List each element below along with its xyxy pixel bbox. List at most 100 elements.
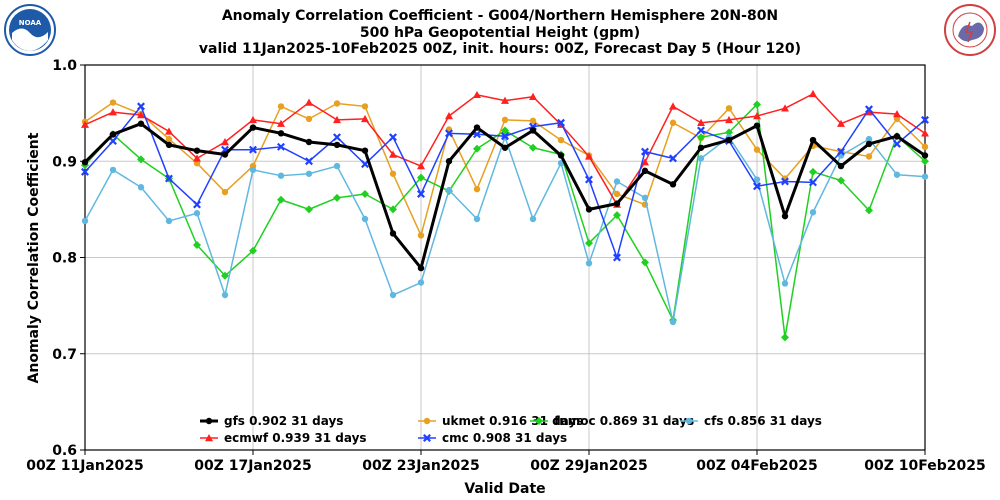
ukmet-point <box>333 100 341 107</box>
cfs-point <box>893 171 901 178</box>
cmc-point <box>557 118 565 127</box>
cfs-point <box>333 162 341 170</box>
gfs-point <box>221 151 229 158</box>
gfs-point <box>753 122 761 129</box>
ukmet-point <box>361 103 369 110</box>
cmc-point <box>613 253 621 262</box>
ukmet-point <box>193 159 201 167</box>
cfs-point <box>417 279 425 286</box>
ecmwf-point <box>921 129 929 137</box>
ecmwf-point <box>529 92 537 100</box>
x-tick-label: 00Z 04Feb2025 <box>696 458 817 474</box>
ecmwf-point <box>669 102 677 110</box>
ukmet-point <box>389 170 397 177</box>
cfs-point <box>249 166 257 174</box>
fnmoc-point <box>193 240 201 249</box>
cfs-point <box>753 176 761 183</box>
fnmoc-point <box>501 126 509 135</box>
ukmet-point <box>305 115 313 123</box>
cmc-point <box>865 105 873 114</box>
fnmoc-point <box>361 189 369 198</box>
x-tick-label: 00Z 23Jan2025 <box>362 458 480 474</box>
ukmet-point <box>725 105 733 112</box>
cfs-point <box>781 280 789 287</box>
legend-item-gfs: gfs 0.902 31 days <box>200 414 343 428</box>
gfs-point <box>613 200 621 207</box>
legend-swatch-marker <box>423 434 431 442</box>
plot-series <box>81 89 929 342</box>
fnmoc-point <box>529 143 537 152</box>
fnmoc-point <box>809 167 817 176</box>
gfs-point <box>781 212 789 220</box>
x-tick-label: 00Z 29Jan2025 <box>530 458 648 474</box>
x-tick-label: 00Z 10Feb2025 <box>864 458 985 474</box>
cmc-point <box>389 133 397 142</box>
cfs-point <box>585 260 593 267</box>
fnmoc-point <box>249 246 257 255</box>
gfs-point <box>361 147 369 154</box>
chart-valid-period: valid 11Jan2025-10Feb2025 00Z, init. hou… <box>199 41 801 57</box>
gfs-point <box>725 136 733 144</box>
legend-swatch-marker <box>205 417 213 425</box>
gfs-point <box>585 206 593 213</box>
gfs-point <box>473 124 481 131</box>
x-axis-label: Valid Date <box>464 481 545 497</box>
cmc-point <box>809 178 817 187</box>
fnmoc-point <box>865 206 873 215</box>
gfs-point <box>277 130 285 137</box>
ecmwf-point <box>417 162 425 170</box>
fnmoc-point <box>333 193 341 202</box>
y-tick-label: 0.6 <box>52 443 77 459</box>
cmc-point <box>417 189 425 198</box>
plot-frame <box>84 64 926 451</box>
legend-label: fnmoc 0.869 31 days <box>554 414 694 428</box>
fnmoc-point <box>585 239 593 248</box>
fnmoc-point <box>277 195 285 204</box>
cmc-point <box>277 142 285 151</box>
cfs-point <box>221 291 229 299</box>
cmc-point <box>445 129 453 138</box>
cfs-point <box>361 215 369 223</box>
ukmet-point <box>417 232 425 239</box>
cfs-point <box>277 172 285 179</box>
cfs-point <box>529 215 537 223</box>
ecmwf-point <box>221 138 229 146</box>
ecmwf-point <box>641 158 649 166</box>
cmc-point <box>781 177 789 186</box>
y-tick-label: 0.9 <box>52 154 77 170</box>
ukmet-point <box>865 153 873 160</box>
cfs-point <box>697 155 705 162</box>
fnmoc-point <box>697 133 705 142</box>
cfs-point <box>921 173 929 180</box>
fnmoc-point <box>473 144 481 153</box>
ecmwf-point <box>165 127 173 135</box>
noaa-logo: NOAA <box>4 4 56 56</box>
ecmwf-point <box>781 104 789 112</box>
ecmwf-point <box>725 115 733 124</box>
cmc-point <box>305 157 313 166</box>
fnmoc-point <box>221 271 229 280</box>
gfs-point <box>333 141 341 149</box>
fnmoc-point <box>305 205 313 214</box>
cfs-point <box>193 210 201 217</box>
legend-label: cmc 0.908 31 days <box>442 431 567 445</box>
cfs-point <box>669 318 677 326</box>
ecmwf-point <box>501 96 509 104</box>
legend-label: cfs 0.856 31 days <box>704 414 822 428</box>
cfs-point <box>165 217 173 225</box>
ecmwf-point <box>333 115 341 124</box>
ecmwf-point <box>473 90 481 99</box>
legend-swatch-marker <box>685 417 693 425</box>
cfs-point <box>445 186 453 194</box>
cfs-point <box>809 209 817 216</box>
chart-subtitle: 500 hPa Geopotential Height (gpm) <box>360 25 640 41</box>
x-tick-label: 00Z 11Jan2025 <box>26 458 144 474</box>
cfs-line <box>84 136 926 323</box>
ukmet-point <box>753 146 761 153</box>
ukmet-point <box>529 117 537 125</box>
gfs-point <box>865 140 873 148</box>
cmc-point <box>641 147 649 156</box>
gfs-point <box>193 147 201 154</box>
ecmwf-point <box>389 150 397 158</box>
